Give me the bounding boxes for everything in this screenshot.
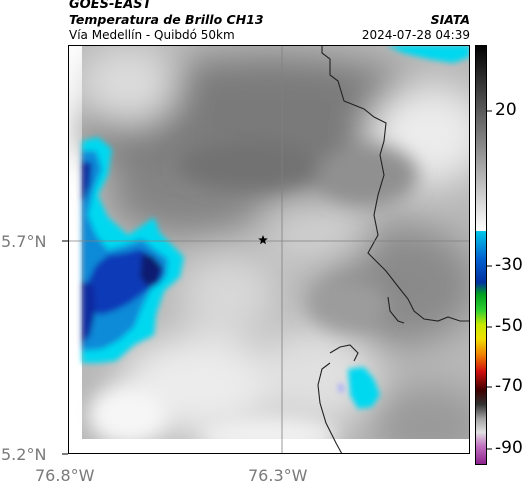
- lat-ticks: [62, 240, 68, 455]
- satellite-map: [68, 45, 470, 454]
- colorbar-tick-minus50: -50: [495, 316, 523, 336]
- coastline: [317, 45, 470, 454]
- region-label: Vía Medellín - Quibdó 50km: [69, 28, 235, 42]
- star-marker: [258, 235, 268, 245]
- colorbar: [474, 45, 526, 465]
- lon-label-76.3: 76.3°W: [248, 466, 308, 485]
- lat-label-5.7: 5.7°N: [1, 232, 47, 251]
- colorbar-tick-minus90: -90: [495, 438, 523, 458]
- timestamp-label: 2024-07-28 04:39: [361, 28, 470, 42]
- colorbar-tick-minus70: -70: [495, 376, 523, 396]
- colorbar-tick-20: 20: [495, 100, 517, 120]
- colorbar-scale: [475, 45, 492, 465]
- organization-label: SIATA: [430, 12, 470, 27]
- map-border: [68, 45, 470, 454]
- satellite-title: GOES-EAST: [69, 0, 152, 12]
- lat-label-5.2: 5.2°N: [1, 445, 47, 464]
- product-title: Temperatura de Brillo CH13: [69, 12, 264, 27]
- brightness-temperature-image: [68, 45, 470, 454]
- lon-label-76.8: 76.8°W: [35, 466, 95, 485]
- colorbar-tick-minus30: -30: [495, 255, 523, 275]
